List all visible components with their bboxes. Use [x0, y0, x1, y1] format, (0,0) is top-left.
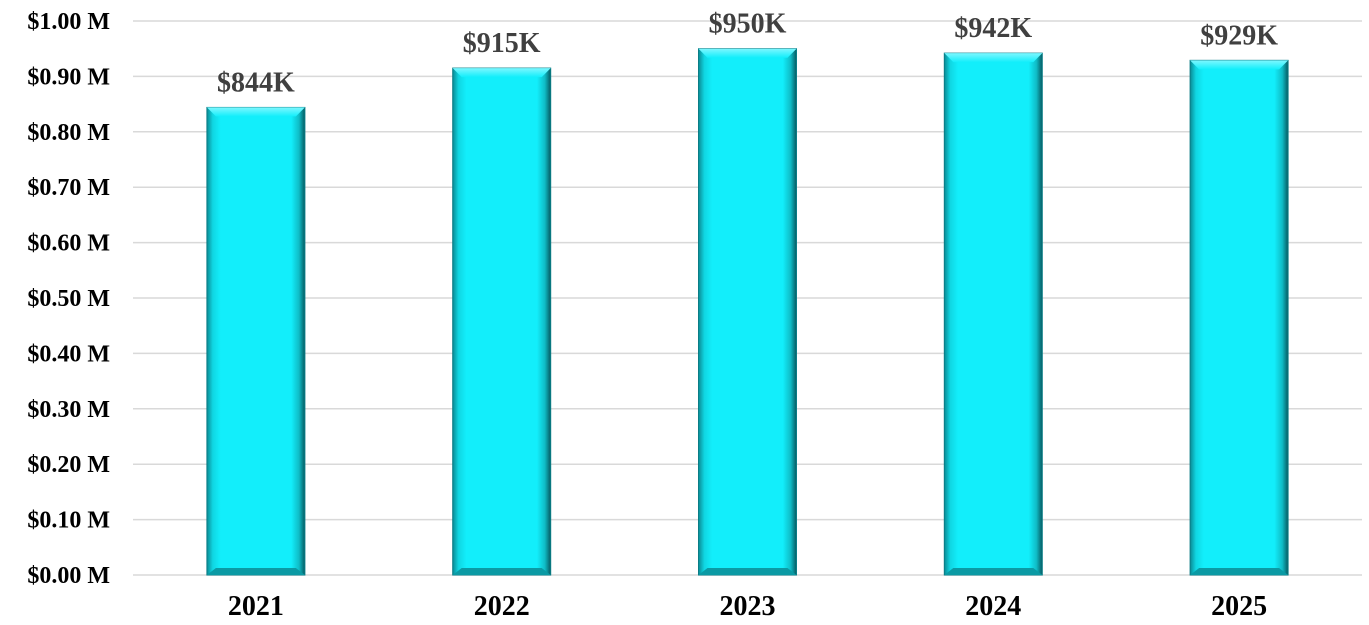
bar	[206, 106, 306, 576]
data-label: $844K	[217, 67, 295, 98]
y-tick-label: $0.50 M	[27, 286, 110, 312]
bar-bevel-top	[1190, 60, 1289, 70]
y-tick-label: $0.60 M	[27, 231, 110, 257]
bar	[452, 67, 552, 576]
y-tick-label: $0.40 M	[27, 341, 110, 367]
x-category-label: 2022	[474, 591, 530, 622]
bar	[943, 52, 1043, 576]
y-tick-label: $1.00 M	[27, 9, 110, 35]
y-tick-label: $0.10 M	[27, 508, 110, 534]
x-axis-category-labels: 2021 2022 2023 2024 2025	[228, 591, 1267, 622]
data-label: $915K	[463, 28, 541, 59]
bar	[1189, 59, 1289, 576]
bar-bevel-bottom	[698, 568, 797, 575]
data-label: $942K	[954, 13, 1032, 44]
data-labels: $844K $915K $950K $942K $929K	[217, 9, 1278, 99]
bar-bevel-top	[698, 48, 797, 58]
bar-bevel-bottom	[206, 568, 305, 575]
y-tick-label: $0.20 M	[27, 452, 110, 478]
bar	[698, 48, 797, 576]
data-label: $929K	[1200, 20, 1278, 51]
bars	[206, 48, 1289, 576]
y-axis-tick-labels: $0.00 M $0.10 M $0.20 M $0.30 M $0.40 M $0.50…	[27, 9, 110, 589]
y-tick-label: $0.80 M	[27, 120, 110, 146]
bar-2023	[698, 48, 797, 576]
x-category-label: 2021	[228, 591, 284, 622]
y-tick-label: $0.00 M	[27, 563, 110, 589]
y-tick-label: $0.90 M	[27, 64, 110, 90]
bar-2025	[1189, 59, 1289, 576]
bar-bevel-top	[206, 107, 305, 117]
bar-bevel-bottom	[1190, 568, 1289, 575]
bar-2024	[943, 52, 1043, 576]
bar-bevel-bottom	[944, 568, 1043, 575]
x-category-label: 2023	[720, 591, 776, 622]
x-category-label: 2025	[1211, 591, 1267, 622]
bar-2022	[452, 67, 552, 576]
data-label: $950K	[709, 9, 787, 40]
bar-bevel-top	[944, 53, 1043, 63]
y-tick-label: $0.70 M	[27, 175, 110, 201]
bar-bevel-bottom	[452, 568, 551, 575]
x-category-label: 2024	[965, 591, 1021, 622]
bar-2021	[206, 106, 306, 576]
y-tick-label: $0.30 M	[27, 397, 110, 423]
bar-bevel-top	[452, 68, 551, 78]
